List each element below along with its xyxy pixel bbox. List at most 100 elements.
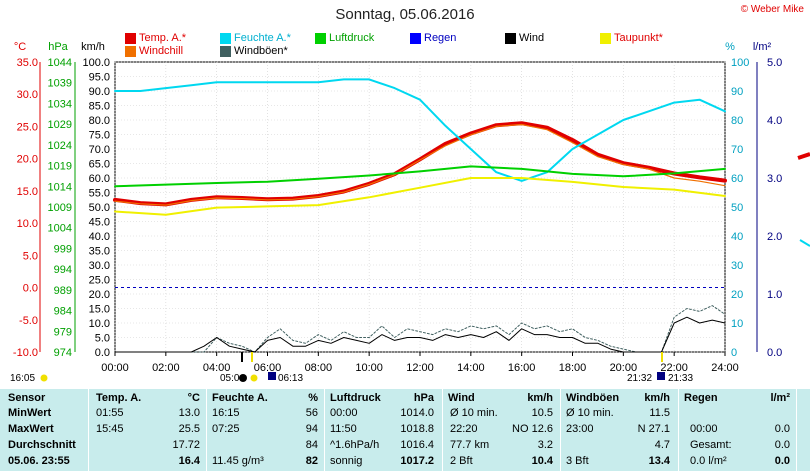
x-tick-label: 16:00 bbox=[508, 362, 536, 374]
stats-rain-time: 0.0 l/m² bbox=[690, 455, 727, 467]
stats-pressure-time: 11:50 bbox=[330, 423, 357, 435]
stats-wind-time: 77.7 km bbox=[450, 439, 490, 451]
stats-rain-time: 00:00 bbox=[690, 423, 718, 435]
weather-chart: 35.0 30.0 25.0 20.0 15.0 10.0 5.0 0.0 -5.0 -10.0 °… bbox=[10, 41, 810, 384]
stats-humidity-time: 07:25 bbox=[212, 423, 240, 435]
stats-header-gust-unit: km/h bbox=[644, 392, 670, 404]
tick-label-rain: 4.0 bbox=[767, 115, 782, 127]
tick-label-wind: 5.0 bbox=[95, 333, 110, 345]
tick-label-temp: 5.0 bbox=[23, 250, 38, 262]
x-tick-label: 06:00 bbox=[254, 362, 282, 374]
tick-label-wind: 55.0 bbox=[89, 188, 110, 200]
tick-label-wind: 75.0 bbox=[89, 130, 110, 142]
chart-title: Sonntag, 05.06.2016 bbox=[335, 6, 475, 23]
legend-swatch bbox=[505, 32, 516, 44]
stats-header-pressure-unit: hPa bbox=[413, 392, 434, 404]
tick-label-rain: 0.0 bbox=[767, 347, 782, 359]
credit-text: © Weber Mike bbox=[740, 4, 804, 15]
stats-header-wind: Wind bbox=[448, 392, 475, 404]
tick-label-pressure: 979 bbox=[54, 326, 72, 338]
tick-label-wind: 15.0 bbox=[89, 304, 110, 316]
legend-swatch bbox=[220, 32, 231, 44]
series-line-taupunkt bbox=[114, 177, 726, 216]
stats-temp-value: 25.5 bbox=[178, 423, 200, 435]
tick-label-temp: -5.0 bbox=[19, 315, 38, 327]
stats-rain-time: Gesamt: bbox=[690, 439, 732, 451]
stats-pressure-time: 00:00 bbox=[330, 407, 358, 419]
stats-temp-value: 13.0 bbox=[178, 407, 200, 419]
legend-item: Windchill bbox=[125, 45, 183, 57]
series-line-temp-a bbox=[113, 121, 727, 207]
moon-phase-icon bbox=[268, 372, 276, 380]
legend-label: Windchill bbox=[139, 45, 184, 57]
stats-rain-value: 0.0 bbox=[774, 423, 790, 435]
stats-column-divider bbox=[560, 389, 561, 471]
legend-item: Windböen* bbox=[220, 45, 288, 57]
sunset-time: 21:32 bbox=[627, 373, 652, 384]
legend-item: Feuchte A.* bbox=[220, 32, 291, 44]
stats-column-divider bbox=[796, 389, 797, 471]
sun-time-left: 16:05 bbox=[10, 373, 35, 384]
sun-icon bbox=[40, 374, 48, 382]
tick-label-temp: -10.0 bbox=[13, 347, 38, 359]
tick-label-wind: 95.0 bbox=[89, 72, 110, 84]
stats-rain-value: 0.0 bbox=[774, 439, 790, 451]
tick-label-pressure: 1004 bbox=[48, 223, 72, 235]
stats-temp-value: 16.4 bbox=[178, 455, 200, 467]
stats-row-label: 05.06. 23:55 bbox=[8, 455, 70, 467]
stats-pressure-value: 1016.4 bbox=[400, 439, 434, 451]
stats-wind-value: 10.4 bbox=[531, 455, 553, 467]
stats-column-divider bbox=[206, 389, 207, 471]
legend-swatch bbox=[220, 45, 231, 57]
x-tick-label: 00:00 bbox=[101, 362, 129, 374]
series-layer bbox=[113, 78, 727, 353]
stats-pressure-value: 1018.8 bbox=[400, 423, 434, 435]
x-tick-label: 02:00 bbox=[152, 362, 180, 374]
tick-label-pressure: 1019 bbox=[48, 161, 72, 173]
stats-header-wind-unit: km/h bbox=[527, 392, 553, 404]
stats-gust-time: Ø 10 min. bbox=[566, 407, 614, 419]
stats-pressure-time: sonnig bbox=[330, 455, 363, 467]
tick-label-wind: 65.0 bbox=[89, 159, 110, 171]
legend-swatch bbox=[600, 32, 611, 44]
tick-label-humidity: 60 bbox=[731, 173, 743, 185]
stats-gust-time: 23:00 bbox=[566, 423, 594, 435]
legend-item: Taupunkt* bbox=[600, 32, 663, 44]
stats-header-humidity: Feuchte A. bbox=[212, 392, 268, 404]
tick-label-temp: 10.0 bbox=[17, 218, 38, 230]
legend-item: Temp. A.* bbox=[125, 32, 186, 44]
next-day-humidity-fragment bbox=[799, 239, 810, 247]
tick-label-pressure: 1014 bbox=[48, 181, 72, 193]
series-line-luftdruck bbox=[114, 165, 726, 188]
axis-label-temp: °C bbox=[14, 41, 26, 53]
tick-label-wind: 25.0 bbox=[89, 275, 110, 287]
legend-item: Wind bbox=[505, 32, 544, 44]
axis-label-rain: l/m² bbox=[753, 41, 772, 53]
tick-label-humidity: 20 bbox=[731, 289, 743, 301]
x-tick-label: 08:00 bbox=[305, 362, 333, 374]
tick-label-pressure: 1029 bbox=[48, 119, 72, 131]
stats-column-divider bbox=[324, 389, 325, 471]
stats-humidity-time: 11.45 g/m³ bbox=[212, 455, 264, 467]
tick-label-wind: 45.0 bbox=[89, 217, 110, 229]
moonrise-time: 06:13 bbox=[278, 373, 303, 384]
legend-label: Luftdruck bbox=[329, 32, 375, 44]
tick-label-humidity: 10 bbox=[731, 318, 743, 330]
x-tick-label: 18:00 bbox=[559, 362, 587, 374]
tick-label-temp: 20.0 bbox=[17, 154, 38, 166]
stats-humidity-time: 16:15 bbox=[212, 407, 240, 419]
legend-swatch bbox=[315, 32, 326, 44]
tick-label-humidity: 80 bbox=[731, 115, 743, 127]
stats-header-pressure: Luftdruck bbox=[330, 392, 381, 404]
tick-label-pressure: 989 bbox=[54, 285, 72, 297]
stats-humidity-value: 84 bbox=[305, 439, 318, 451]
stats-column-divider bbox=[442, 389, 443, 471]
stats-header-temp: Temp. A. bbox=[96, 392, 142, 404]
tick-label-wind: 70.0 bbox=[89, 144, 110, 156]
axes: 35.0 30.0 25.0 20.0 15.0 10.0 5.0 0.0 -5.0 -10.0 °… bbox=[10, 41, 810, 384]
stats-temp-time: 01:55 bbox=[96, 407, 124, 419]
stats-wind-time: 22:20 bbox=[450, 423, 478, 435]
x-tick-label: 12:00 bbox=[406, 362, 434, 374]
tick-label-pressure: 974 bbox=[54, 347, 72, 359]
tick-label-humidity: 70 bbox=[731, 144, 743, 156]
